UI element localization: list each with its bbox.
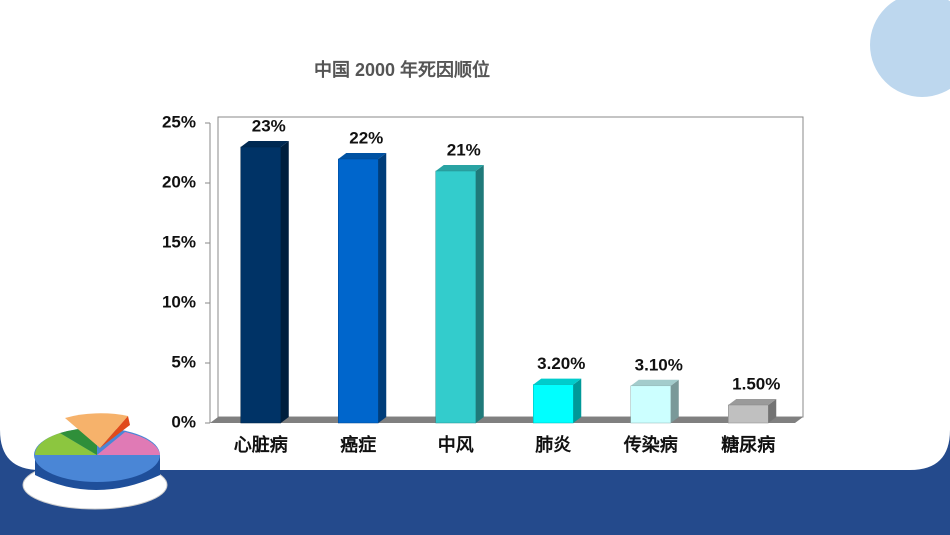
bar-front <box>338 158 379 424</box>
bar <box>533 378 582 424</box>
bar-top <box>533 378 582 385</box>
deco-circle <box>870 0 950 97</box>
bar-side <box>768 399 777 423</box>
x-tick-label: 肺炎 <box>535 435 571 455</box>
bar-front <box>435 170 476 424</box>
bar-front <box>240 146 281 424</box>
bar-side <box>670 379 679 423</box>
back-wall <box>217 116 804 418</box>
x-tick-label: 心脏病 <box>234 434 288 455</box>
bar-front <box>728 404 769 424</box>
bar <box>630 379 679 424</box>
value-label: 3.10% <box>635 355 683 374</box>
x-tick-label: 癌症 <box>340 434 376 455</box>
y-tick-label: 15% <box>162 232 196 251</box>
bar-top <box>728 399 777 405</box>
bar <box>338 153 387 424</box>
chart-title: 中国 2000 年死因顺位 <box>314 59 490 80</box>
bar-side <box>378 153 387 423</box>
bar-front <box>630 385 671 424</box>
x-tick-label: 糖尿病 <box>721 434 775 455</box>
y-tick-label: 20% <box>162 172 196 191</box>
bar-top <box>240 141 289 147</box>
value-label: 23% <box>252 116 286 135</box>
bar <box>728 399 777 424</box>
bar <box>435 165 484 424</box>
floor <box>210 417 803 423</box>
bar-top <box>630 379 679 386</box>
bar-side <box>280 141 289 423</box>
bar <box>240 141 289 424</box>
bar-side <box>573 378 582 423</box>
y-tick-label: 10% <box>162 292 196 311</box>
x-tick-label: 传染病 <box>623 434 678 455</box>
value-label: 1.50% <box>732 374 780 393</box>
bar-top <box>435 165 484 171</box>
value-label: 22% <box>349 128 383 147</box>
pie-decoration <box>22 413 168 510</box>
y-tick-label: 25% <box>162 112 196 131</box>
y-tick-label: 5% <box>171 352 196 371</box>
x-tick-label: 中风 <box>438 434 474 455</box>
bar-side <box>475 165 484 423</box>
bar-front <box>533 384 574 424</box>
value-label: 3.20% <box>537 354 585 373</box>
y-tick-label: 0% <box>171 412 196 431</box>
bar-top <box>338 153 387 159</box>
value-label: 21% <box>447 140 481 159</box>
